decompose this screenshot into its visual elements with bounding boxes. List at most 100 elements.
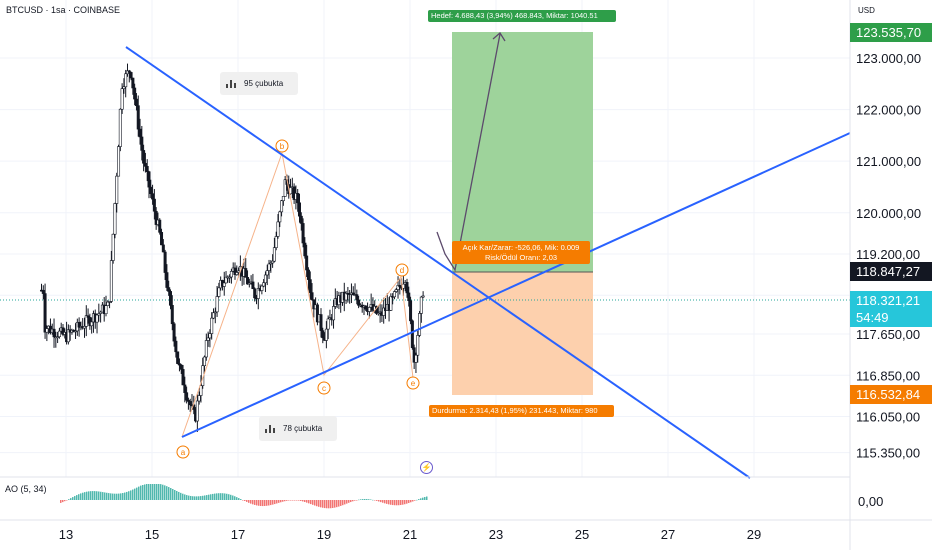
trendline-upper[interactable] [125,46,751,479]
candle-body [152,198,156,212]
ao-bar [332,500,334,508]
ao-bar [270,500,272,506]
ao-bar [218,493,220,500]
ao-bar [140,485,142,500]
candle-body [183,384,187,393]
ao-bar [178,491,180,500]
candle-body [174,340,178,353]
ao-bar [374,500,376,501]
candle-body [185,392,189,401]
candle-body [154,210,158,225]
bars-count-top[interactable]: 95 çubukta [220,72,298,95]
candle-body [195,400,199,422]
ao-bar [242,500,244,501]
ao-bar [122,493,124,500]
ao-bar [284,500,286,502]
trendline-lower[interactable] [181,132,851,438]
target-label[interactable]: Hedef: 4.688,43 (3,94%) 468.843, Miktar:… [428,10,616,22]
candle-body [315,304,319,323]
target-zone[interactable] [452,32,593,272]
bars-count-bottom[interactable]: 78 çubukta [259,416,337,441]
time-tick-label: 21 [403,527,417,542]
candle-body [86,315,90,318]
ao-bar [376,500,378,501]
candle-body [392,291,396,298]
ao-bar [370,499,372,500]
bars-count-bottom-label: 78 çubukta [283,424,323,433]
time-tick-label: 17 [231,527,245,542]
ao-bar [64,500,66,502]
ao-bar [260,500,262,506]
candle-body [310,292,314,300]
ao-bar [160,484,162,500]
candle-body [131,77,135,89]
wave-label-circle [275,139,289,153]
candle-body [136,105,140,130]
position-stats-box[interactable]: Açık Kar/Zarar: -526,06, Mik: 0.009 Risk… [452,241,590,264]
candle-body [355,294,359,301]
target-price-box: 123.535,70 [850,23,932,42]
ao-bar [68,499,70,500]
symbol-title[interactable]: BTCUSD · 1sa · COINBASE [6,5,121,15]
ao-bar [216,493,218,500]
time-tick-label: 13 [59,527,73,542]
ao-bar [416,499,418,501]
candle-body [419,296,423,314]
ao-bar [312,500,314,505]
candle-body [84,315,88,327]
candle-body [326,318,330,330]
time-axis[interactable]: 13 15 17 19 21 23 25 27 29 [59,527,761,542]
candle-body [57,330,61,338]
candle-body [145,166,149,172]
lightning-icon[interactable]: ⚡ [420,461,433,474]
stop-label[interactable]: Durdurma: 2.314,43 (1,95%) 231.443, Mikt… [429,405,614,417]
ao-bar [98,491,100,500]
candle-body [278,211,282,223]
candle-body [233,267,237,275]
candle-body [106,301,110,306]
candle-body [172,323,176,342]
candle-body [256,288,260,299]
ao-bar [306,500,308,503]
candle-body [398,285,402,288]
ao-bar [340,500,342,506]
ao-bar [256,500,258,506]
bars-count-top-label: 95 çubukta [244,79,284,88]
ao-bar [414,500,416,501]
candle-body [272,247,276,262]
ao-bar [360,499,362,500]
candle-body [253,288,257,299]
ao-bar [344,500,346,505]
candle-body [188,401,192,406]
ao-bar [102,492,104,500]
stop-zone[interactable] [452,272,593,395]
candle-body [129,72,133,79]
ao-bar [386,500,388,504]
candle-body [140,136,144,151]
ao-bar [156,484,158,500]
ao-bar [100,491,102,500]
ao-indicator-label[interactable]: AO (5, 34) [5,484,47,494]
candle-body [229,271,233,278]
candle-body [246,277,250,285]
candle-body [213,311,217,314]
ao-bar [82,492,84,500]
wave-label: b [280,142,285,151]
candle-body [99,311,103,314]
candle-body [351,292,355,296]
ao-bar [128,491,130,500]
ao-bar [268,500,270,506]
candle-body [283,179,287,197]
ao-bar [238,498,240,500]
ao-bar [352,500,354,502]
ao-bar [212,493,214,500]
ao-bar [258,500,260,506]
ao-bar [60,500,62,503]
candle-body [165,272,169,288]
ao-bar [342,500,344,506]
candle-body [117,146,121,177]
candle-body [262,282,266,287]
candle-body [321,330,325,339]
ao-bar [96,491,98,500]
